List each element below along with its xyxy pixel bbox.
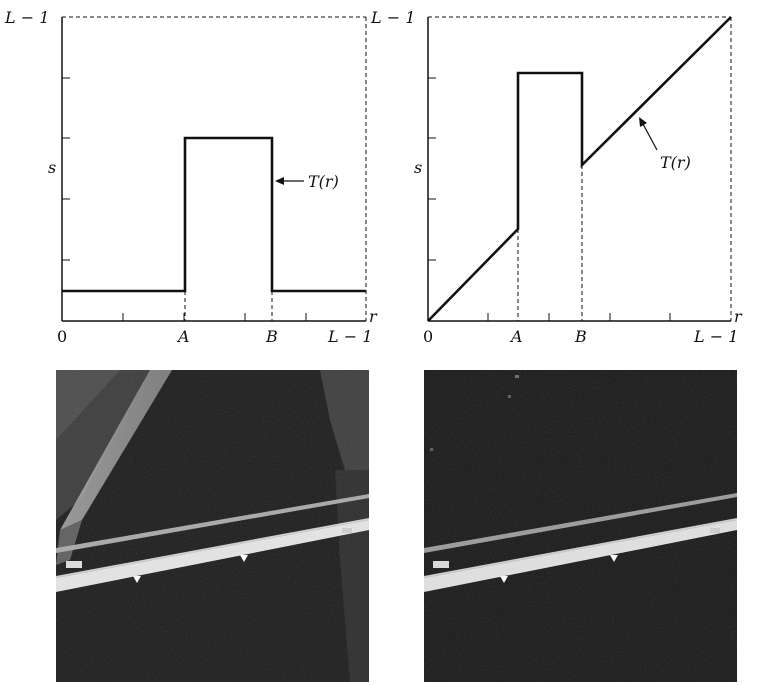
right-x-a-label: A bbox=[509, 327, 523, 346]
left-x-a-label: A bbox=[176, 327, 190, 346]
right-transform-curve bbox=[427, 16, 732, 322]
right-curve-arrowhead bbox=[639, 117, 647, 127]
left-x-b-label: B bbox=[265, 327, 278, 346]
right-y-ticks bbox=[428, 77, 436, 261]
right-y-axis-label: s bbox=[414, 158, 422, 177]
left-x-zero-label: 0 bbox=[57, 327, 67, 346]
left-y-ticks bbox=[62, 77, 70, 261]
left-x-end-label: L − 1 bbox=[327, 327, 372, 346]
right-x-axis-label: r bbox=[734, 307, 743, 326]
right-x-zero-label: 0 bbox=[423, 327, 433, 346]
left-aerial-photo bbox=[56, 370, 369, 682]
right-aerial-photo bbox=[424, 370, 737, 682]
right-curve-arrow bbox=[642, 123, 658, 151]
left-x-ticks bbox=[122, 313, 307, 321]
right-y-top-label: L − 1 bbox=[370, 8, 415, 27]
left-curve-arrowhead bbox=[275, 177, 284, 185]
left-y-top-label: L − 1 bbox=[4, 8, 49, 27]
left-y-axis-label: s bbox=[48, 158, 56, 177]
left-x-axis-label: r bbox=[369, 307, 378, 326]
right-x-end-label: L − 1 bbox=[693, 327, 738, 346]
left-plot: L − 1 s 0 A B L − 1 r T(r) bbox=[4, 8, 378, 346]
right-plot: L − 1 s 0 A B L − 1 r T(r) bbox=[370, 8, 743, 346]
left-transform-curve bbox=[62, 136, 366, 293]
left-curve-label: T(r) bbox=[308, 172, 339, 191]
right-x-ticks bbox=[487, 313, 671, 321]
right-curve-label: T(r) bbox=[660, 153, 691, 172]
right-x-b-label: B bbox=[574, 327, 587, 346]
